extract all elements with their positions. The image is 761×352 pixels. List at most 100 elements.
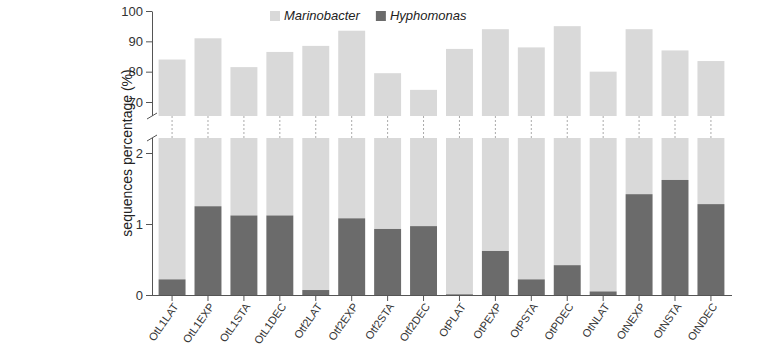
x-tick: OtNEXP [614, 295, 648, 342]
bar [554, 265, 581, 295]
x-tick: OtNLAT [580, 295, 612, 340]
x-tick-label: OtL1EXP [180, 301, 216, 345]
bar [230, 215, 257, 295]
y-tick-label: 1 [136, 217, 143, 232]
bar [554, 26, 581, 265]
bar [590, 291, 617, 295]
x-axis-line [152, 295, 732, 296]
y-tick-mark [146, 224, 152, 225]
bar [410, 90, 437, 226]
chart: 012708090100OtL1LATOtL1EXPOtL1STAOtL1DEC… [0, 0, 761, 352]
bar [446, 294, 473, 295]
break-connector [495, 116, 496, 138]
legend-item: Marinobacter [270, 8, 361, 23]
break-connector [639, 116, 640, 138]
bar [302, 46, 329, 290]
y-axis-title: sequences percentage (%) [119, 69, 135, 236]
legend-swatch [376, 11, 386, 21]
x-tick-label: OtPSTA [507, 300, 540, 340]
bar [662, 50, 689, 180]
x-tick: Otf2DEC [397, 295, 432, 344]
y-tick: 1 [136, 217, 152, 232]
legend: Marinobacter Hyphomonas [270, 8, 467, 23]
break-connector [531, 116, 532, 138]
y-tick: 100 [121, 4, 152, 19]
x-tick: OtNSTA [651, 295, 684, 341]
x-tick-mark [243, 295, 244, 301]
y-axis-line [152, 12, 153, 296]
x-tick-mark [675, 295, 676, 301]
x-tick-mark [567, 295, 568, 301]
y-tick-label: 0 [136, 288, 143, 303]
break-connector [243, 116, 244, 138]
bar [338, 218, 365, 295]
x-tick-label: Otf2STA [363, 300, 397, 341]
bar [626, 29, 653, 194]
legend-item: Hyphomonas [376, 8, 467, 23]
legend-swatch [270, 11, 280, 21]
break-connector [567, 116, 568, 138]
y-tick-label: 100 [121, 4, 143, 19]
bar [590, 72, 617, 292]
x-tick-mark [495, 295, 496, 301]
break-connector [387, 116, 388, 138]
break-connector [172, 116, 173, 138]
x-tick: OtL1DEC [252, 295, 289, 346]
bar [230, 67, 257, 215]
x-tick-mark [315, 295, 316, 301]
x-tick: OtNDEC [685, 295, 719, 343]
bar [374, 229, 401, 295]
series [159, 26, 725, 294]
x-tick-mark [639, 295, 640, 301]
y-tick: 2 [136, 146, 152, 161]
y-tick-mark [146, 153, 152, 154]
x-tick-label: OtPDEC [542, 301, 576, 342]
x-tick-label: Otf2DEC [397, 301, 432, 344]
x-tick: OtPDEC [542, 295, 576, 342]
x-tick: Otf2EXP [326, 295, 360, 343]
x-tick-label: OtNLAT [580, 301, 612, 340]
x-tick-label: OtPEXP [471, 301, 504, 341]
bar [518, 279, 545, 295]
break-connector [351, 116, 352, 138]
x-tick-mark [207, 295, 208, 301]
break-connector [315, 116, 316, 138]
x-tick: OtL1LAT [146, 295, 181, 343]
bar [195, 206, 222, 295]
break-connector [459, 116, 460, 138]
x-tick: OtPEXP [471, 295, 504, 341]
x-axis: OtL1LATOtL1EXPOtL1STAOtL1DECOtf2LATOtf2E… [146, 295, 732, 346]
x-tick-mark [531, 295, 532, 301]
bar [662, 180, 689, 295]
bar [410, 226, 437, 295]
y-tick: 0 [136, 288, 152, 303]
bar [482, 29, 509, 251]
y-tick-mark [146, 72, 152, 73]
break-connector [279, 116, 280, 138]
y-tick-label: 2 [136, 146, 143, 161]
x-tick-mark [423, 295, 424, 301]
x-tick-label: OtL1DEC [252, 301, 289, 346]
bar [446, 49, 473, 294]
x-tick-label: OtNSTA [651, 300, 684, 340]
x-tick-mark [459, 295, 460, 301]
break-connector [675, 116, 676, 138]
x-tick-label: OtL1STA [217, 300, 253, 344]
break-mark [147, 135, 157, 141]
y-tick-mark [146, 102, 152, 103]
x-tick-label: OtL1LAT [146, 301, 181, 344]
axis-break [144, 116, 736, 138]
bar [518, 47, 545, 279]
break-connector [710, 116, 711, 138]
x-tick-label: OtPLAT [436, 301, 468, 339]
bar [697, 204, 724, 295]
x-tick-mark [351, 295, 352, 301]
y-tick-mark [146, 41, 152, 42]
break-connector [423, 116, 424, 138]
y-tick-mark [146, 11, 152, 12]
x-tick-mark [710, 295, 711, 301]
break-connector [603, 116, 604, 138]
x-tick: OtL1STA [217, 295, 253, 344]
x-tick-mark [603, 295, 604, 301]
x-tick: OtL1EXP [180, 295, 216, 345]
